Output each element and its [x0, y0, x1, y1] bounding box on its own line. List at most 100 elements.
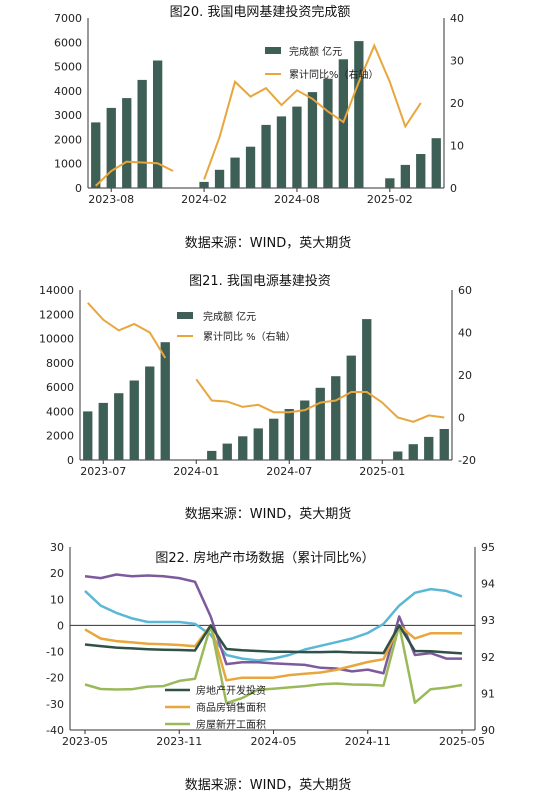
chart-2-left-tick-5: 10000 — [39, 333, 74, 346]
chart-2-bar-2024-12 — [362, 319, 372, 460]
chart-1-x-ticklabel-0: 2023-08 — [88, 193, 134, 206]
chart-1-x-ticklabel-3: 2025-02 — [367, 193, 413, 206]
chart-3-legend-label-investment: 房地产开发投资 — [196, 684, 266, 697]
chart-2-x-ticklabel-3: 2025-01 — [359, 465, 405, 478]
chart-1-left-tick-2: 2000 — [54, 133, 82, 146]
chart-3-right-axis: 90 91 92 93 94 95 — [481, 541, 495, 737]
chart-3-right-tick-1: 91 — [481, 687, 495, 700]
chart-2-x-ticklabel-0: 2023-07 — [80, 465, 126, 478]
chart-2-left-tick-1: 2000 — [46, 430, 74, 443]
chart-2-bar-2024-06 — [269, 418, 279, 460]
chart-2-bar-2025-03 — [408, 444, 418, 460]
chart-3-title: 图22. 房地产市场数据（累计同比%） — [155, 550, 374, 566]
chart-2-source: 数据来源：WIND，英大期货 — [185, 506, 351, 522]
chart-3-x-ticklabel-3: 2024-11 — [345, 735, 391, 748]
chart-2-title: 图21. 我国电源基建投资 — [189, 273, 331, 289]
chart-1-legend-bar-label: 完成额 亿元 — [289, 45, 342, 58]
chart-3-left-tick-5: 10 — [50, 593, 64, 606]
chart-3-left-tick-3: -10 — [46, 646, 64, 659]
chart-3-legend: 房地产开发投资 商品房销售面积 房屋新开工面积 — [165, 684, 266, 731]
chart-2-bar-2023-11 — [160, 342, 170, 460]
chart-3-x-ticklabel-4: 2025-05 — [439, 735, 485, 748]
chart-1-bar-2024-08 — [292, 106, 302, 188]
chart-2-bar-2024-11 — [346, 355, 356, 460]
chart-1-bar-2023-08 — [106, 107, 116, 188]
chart-2-x-axis: 2023-07 2024-01 2024-07 2025-01 — [80, 460, 405, 478]
chart-3-series-0 — [84, 624, 463, 655]
chart-2-left-tick-6: 12000 — [39, 308, 74, 321]
chart-2-left-axis: 0 2000 4000 6000 8000 10000 12000 14000 — [39, 284, 74, 467]
chart-1-bar-2023-07 — [91, 122, 101, 188]
chart-1-x-ticklabel-1: 2024-02 — [181, 193, 227, 206]
chart-1-legend-line-label: 累计同比%（右轴） — [289, 68, 379, 81]
chart-2-legend-line-label: 累计同比 %（右轴） — [203, 330, 296, 343]
chart-1-left-tick-0: 0 — [75, 182, 82, 195]
chart-1-left-axis: 0 1000 2000 3000 4000 5000 6000 7000 — [54, 12, 82, 195]
chart-2-right-tick-3: 40 — [458, 327, 472, 340]
chart-3-source: 数据来源：WIND，英大期货 — [185, 777, 351, 793]
chart-2-bar-2025-02 — [393, 451, 403, 460]
chart-3-series-4 — [84, 573, 462, 675]
chart-1-bar-2025-02 — [385, 178, 395, 188]
chart-3-left-tick-6: 20 — [50, 567, 64, 580]
chart-1-bar-2024-09 — [307, 92, 318, 188]
chart-1-title: 图20. 我国电网基建投资完成额 — [170, 4, 351, 20]
chart-2-bar-2023-06 — [83, 411, 93, 460]
chart-2-left-tick-2: 4000 — [46, 405, 74, 418]
chart-2-left-tick-7: 14000 — [39, 284, 74, 297]
chart-1-bar-2024-02 — [199, 181, 209, 188]
chart-1-legend-bar-swatch — [265, 47, 281, 54]
chart-1-right-tick-4: 40 — [450, 12, 464, 25]
chart-2-right-axis: -20 0 20 40 60 — [458, 284, 476, 467]
chart-1-bar-2024-04 — [230, 157, 240, 188]
chart-1-bar-2023-10 — [137, 79, 147, 188]
chart-3-legend-label-starts: 房屋新开工面积 — [196, 718, 266, 731]
chart-3-left-tick-7: 30 — [50, 541, 64, 554]
chart-2-legend-bar-label: 完成额 亿元 — [203, 310, 256, 323]
chart-1-left-tick-4: 4000 — [54, 85, 82, 98]
chart-2-bar-2024-03 — [222, 443, 232, 460]
chart-2-right-tick-4: 60 — [458, 284, 472, 297]
chart-2-bar-2025-05 — [439, 429, 449, 460]
chart-1-left-tick-1: 1000 — [54, 158, 82, 171]
chart-3-right-tick-2: 92 — [481, 651, 495, 664]
chart-2: 图21. 我国电源基建投资 0 2000 4000 6000 8000 10000 1200… — [39, 273, 476, 522]
chart-2-right-tick-2: 20 — [458, 369, 472, 382]
chart-3-x-ticklabel-1: 2023-11 — [156, 735, 202, 748]
chart-1-bars — [91, 41, 441, 188]
chart-2-bars — [83, 319, 449, 461]
chart-3: -40 -30 -20 -10 0 10 20 30 90 91 92 93 94 95 2023-05… — [46, 541, 495, 793]
chart-2-bar-2024-09 — [315, 387, 325, 461]
chart-2-bar-2024-02 — [207, 450, 217, 460]
chart-2-left-tick-4: 8000 — [46, 357, 74, 370]
chart-2-left-tick-0: 0 — [67, 454, 74, 467]
chart-1-x-ticklabel-2: 2024-08 — [274, 193, 320, 206]
chart-1: 图20. 我国电网基建投资完成额 0 1000 2000 3000 4000 5000 60… — [54, 4, 464, 251]
chart-1-right-axis: 0 10 20 30 40 — [450, 12, 464, 195]
chart-2-x-ticklabel-2: 2024-07 — [266, 465, 312, 478]
chart-3-legend-label-sales: 商品房销售面积 — [196, 701, 266, 714]
chart-1-bar-2025-03 — [400, 164, 410, 188]
chart-1-bar-2024-03 — [214, 169, 225, 188]
chart-2-x-ticklabel-1: 2024-01 — [173, 465, 219, 478]
chart-2-legend-bar-swatch — [177, 312, 193, 319]
chart-3-series-3 — [84, 587, 463, 662]
chart-1-left-tick-3: 3000 — [54, 109, 82, 122]
chart-2-bar-2025-04 — [424, 436, 434, 460]
chart-3-right-tick-3: 93 — [481, 614, 495, 627]
chart-3-left-tick-4: 0 — [57, 619, 64, 632]
chart-2-bar-2024-07 — [284, 409, 294, 460]
chart-3-x-ticklabel-2: 2024-05 — [251, 735, 297, 748]
chart-2-bar-2024-10 — [331, 376, 341, 460]
chart-1-source: 数据来源：WIND，英大期货 — [185, 235, 351, 251]
chart-2-bar-2023-10 — [145, 366, 155, 460]
chart-1-bar-2025-04 — [416, 154, 426, 188]
chart-1-left-tick-5: 5000 — [54, 61, 82, 74]
chart-1-bar-2024-07 — [276, 116, 287, 188]
chart-3-left-axis: -40 -30 -20 -10 0 10 20 30 — [46, 541, 64, 737]
chart-3-right-tick-0: 90 — [481, 724, 495, 737]
chart-2-left-tick-3: 6000 — [46, 381, 74, 394]
chart-1-bar-2024-12 — [354, 41, 364, 188]
chart-1-left-tick-7: 7000 — [54, 12, 82, 25]
chart-3-right-tick-4: 94 — [481, 578, 495, 591]
